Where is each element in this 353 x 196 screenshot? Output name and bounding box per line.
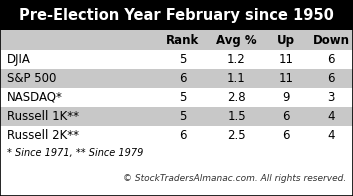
FancyBboxPatch shape: [0, 69, 353, 88]
Text: 9: 9: [282, 91, 290, 104]
Text: 2.5: 2.5: [227, 129, 246, 142]
FancyBboxPatch shape: [0, 161, 353, 196]
FancyBboxPatch shape: [0, 145, 353, 161]
Text: 6: 6: [327, 53, 335, 66]
Text: * Since 1971, ** Since 1979: * Since 1971, ** Since 1979: [7, 148, 143, 158]
Text: Russell 1K**: Russell 1K**: [7, 110, 79, 123]
Text: 1.2: 1.2: [227, 53, 246, 66]
FancyBboxPatch shape: [0, 0, 353, 30]
Text: 5: 5: [179, 110, 186, 123]
Text: 11: 11: [279, 53, 293, 66]
Text: 4: 4: [327, 110, 335, 123]
Text: S&P 500: S&P 500: [7, 72, 56, 85]
FancyBboxPatch shape: [0, 50, 353, 69]
Text: Rank: Rank: [166, 34, 199, 46]
Text: Up: Up: [277, 34, 295, 46]
Text: 6: 6: [327, 72, 335, 85]
FancyBboxPatch shape: [0, 107, 353, 126]
Text: 11: 11: [279, 72, 293, 85]
Text: Russell 2K**: Russell 2K**: [7, 129, 79, 142]
Text: Pre-Election Year February since 1950: Pre-Election Year February since 1950: [19, 7, 334, 23]
Text: Avg %: Avg %: [216, 34, 257, 46]
Text: 2.8: 2.8: [227, 91, 246, 104]
Text: 6: 6: [179, 72, 186, 85]
Text: 1.1: 1.1: [227, 72, 246, 85]
Text: © StockTradersAlmanac.com. All rights reserved.: © StockTradersAlmanac.com. All rights re…: [123, 174, 346, 183]
Text: 1.5: 1.5: [227, 110, 246, 123]
Text: DJIA: DJIA: [7, 53, 31, 66]
Text: 6: 6: [282, 110, 290, 123]
Text: 3: 3: [327, 91, 335, 104]
Text: 4: 4: [327, 129, 335, 142]
Text: 6: 6: [179, 129, 186, 142]
Text: NASDAQ*: NASDAQ*: [7, 91, 63, 104]
Text: 5: 5: [179, 91, 186, 104]
Text: Down: Down: [312, 34, 349, 46]
FancyBboxPatch shape: [0, 30, 353, 50]
Text: 6: 6: [282, 129, 290, 142]
FancyBboxPatch shape: [0, 126, 353, 145]
FancyBboxPatch shape: [0, 88, 353, 107]
Text: 5: 5: [179, 53, 186, 66]
